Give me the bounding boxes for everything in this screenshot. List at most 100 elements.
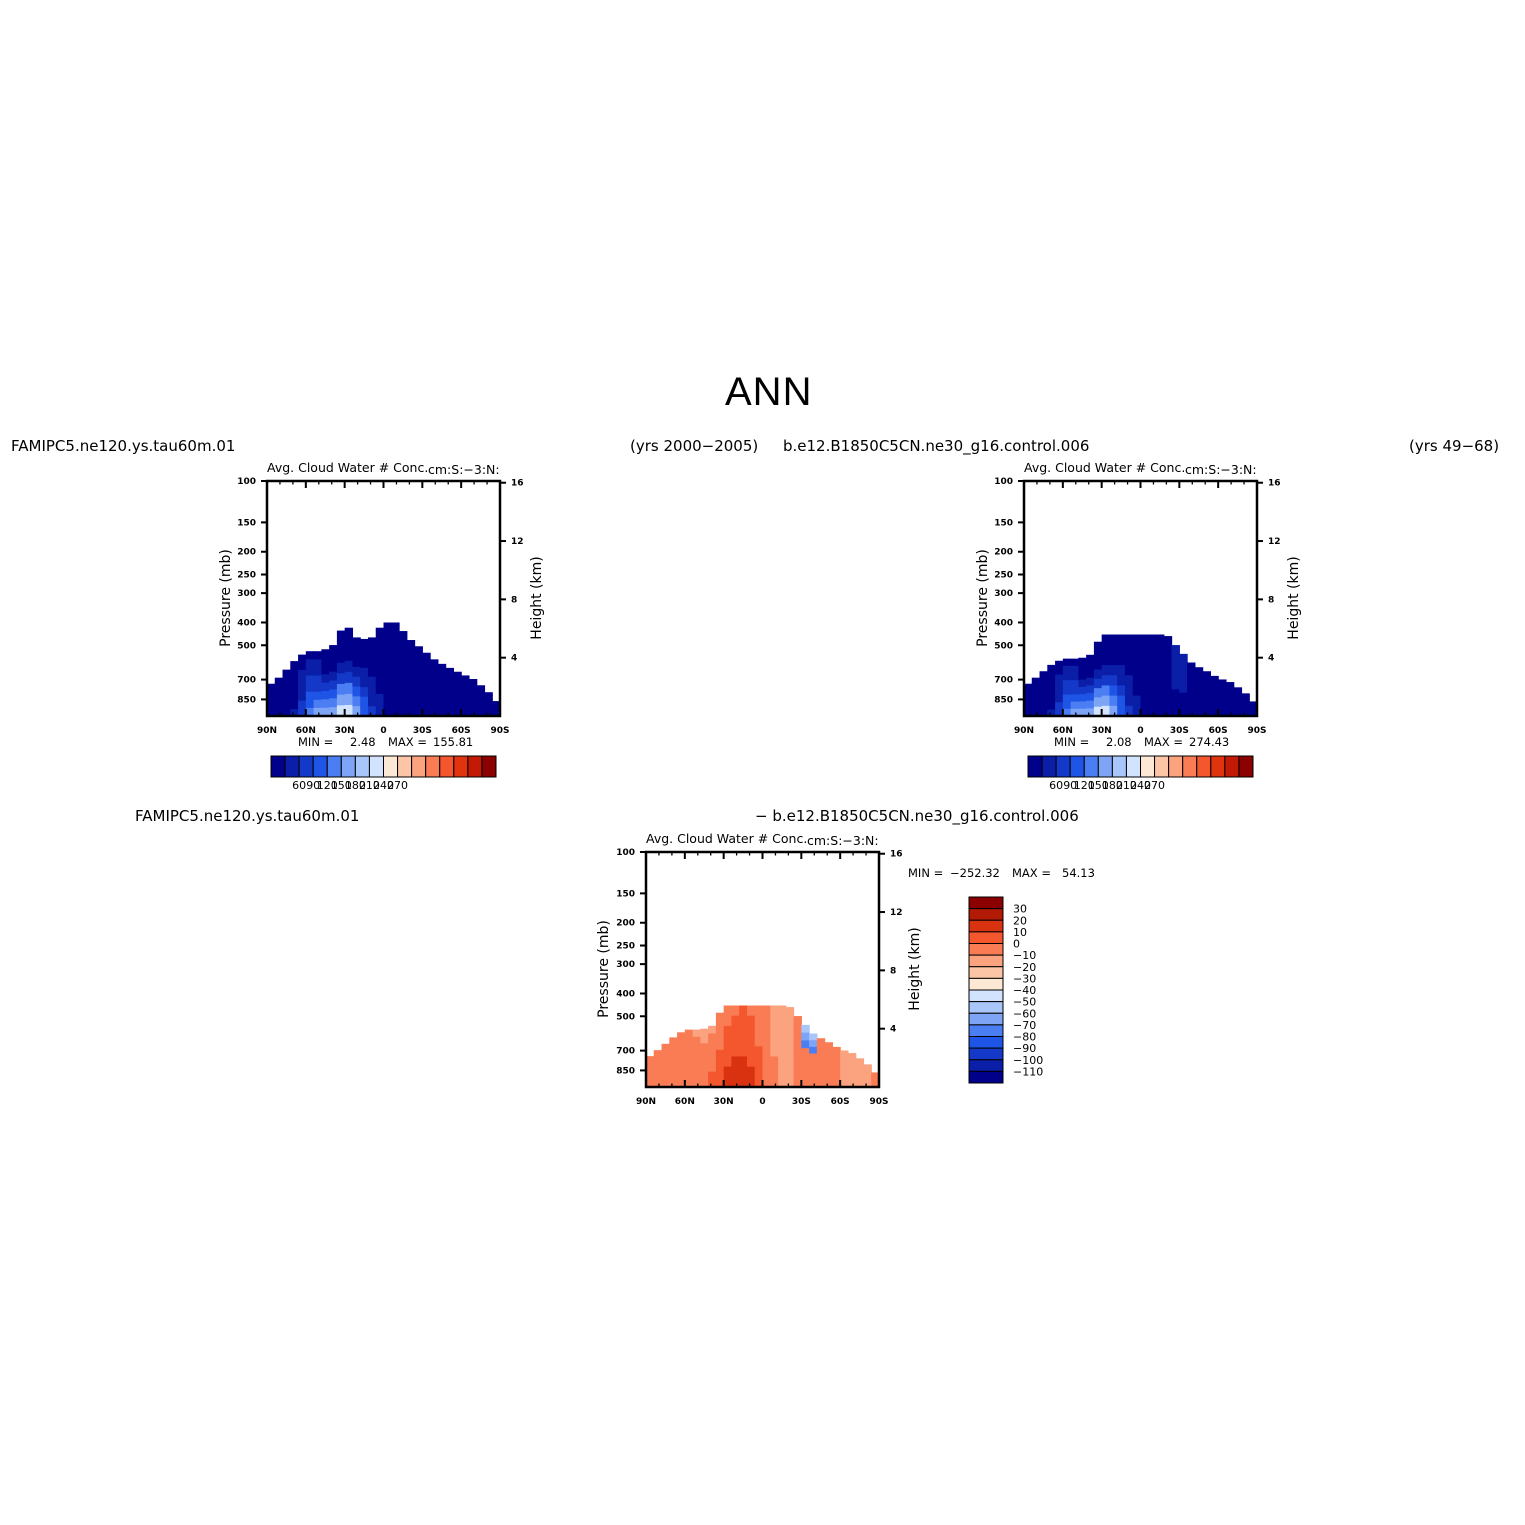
contour-cell (336, 662, 346, 674)
contour-cell (1249, 712, 1258, 715)
contour-cell (778, 1046, 787, 1058)
x-tick-label: 30S (792, 1097, 811, 1107)
contour-cell (661, 1081, 670, 1088)
contour-cell (1117, 654, 1126, 666)
panel-units: cm:S:−3:N: (1185, 462, 1257, 477)
contour-cell (476, 712, 486, 717)
contour-cell (305, 699, 315, 709)
colorbar-label: 270 (387, 779, 408, 792)
contour-cell (399, 631, 408, 643)
max-label: MAX = (388, 735, 427, 749)
contour-cell (669, 1043, 678, 1051)
contour-cell (646, 1056, 655, 1061)
contour-cell (684, 1043, 694, 1052)
contour-cell (282, 675, 291, 682)
colorbar-box (968, 896, 1004, 910)
contour-cell (739, 1025, 748, 1037)
contour-cell (669, 1049, 678, 1057)
panel-units: cm:S:−3:N: (428, 462, 500, 477)
y-tick-label: 250 (616, 942, 635, 952)
colorbar-label: −30 (1013, 972, 1036, 985)
contour-cell (445, 691, 454, 699)
contour-cell (445, 679, 454, 687)
contour-cell (406, 687, 416, 698)
contour-cell (484, 698, 493, 702)
contour-cell (375, 660, 385, 673)
contour-cell (661, 1043, 670, 1050)
contour-cell (847, 1057, 857, 1063)
contour-cell (406, 668, 416, 679)
contour-cell (677, 1059, 686, 1068)
contour-cell (329, 707, 338, 717)
colorbar-label: 150 (331, 779, 352, 792)
contour-cell (739, 1046, 748, 1058)
contour-cell (1148, 634, 1157, 646)
contour-cell (1179, 669, 1188, 678)
contour-cell (1101, 665, 1111, 676)
contour-cell (1101, 644, 1111, 656)
contour-cell (855, 1079, 865, 1085)
contour-cell (1101, 685, 1111, 697)
contour-cell (329, 645, 338, 655)
y-tick-label: 400 (616, 989, 635, 999)
contour-cell (383, 680, 392, 694)
contour-cell (1225, 682, 1235, 687)
x-tick-label: 30N (714, 1097, 734, 1107)
contour-cell (816, 1050, 826, 1058)
contour-cell (1202, 688, 1211, 695)
y-tick-label: 850 (237, 695, 256, 705)
contour-cell (754, 1025, 764, 1037)
contour-cell (1179, 684, 1188, 694)
contour-cell (653, 1059, 663, 1065)
contour-cell (1233, 690, 1243, 696)
contour-cell (661, 1049, 670, 1056)
contour-cell (1241, 699, 1250, 703)
contour-cell (1039, 676, 1048, 684)
contour-cell (1031, 696, 1041, 703)
contour-cell (1039, 688, 1048, 695)
contour-cell (1218, 702, 1227, 708)
contour-cell (321, 657, 330, 667)
contour-cell (437, 683, 447, 691)
contour-cell (313, 699, 322, 709)
colorbar-label: −10 (1013, 949, 1036, 962)
contour-cell (1218, 693, 1227, 699)
contour-cell (313, 683, 322, 693)
contour-cell (445, 673, 454, 681)
contour-cell (406, 697, 416, 708)
contour-cell (1047, 696, 1056, 704)
contour-cell (770, 1015, 779, 1027)
colorbar-label: 90 (306, 779, 320, 792)
contour-cell (762, 1046, 771, 1058)
contour-cell (282, 698, 291, 706)
contour-cell (360, 658, 369, 669)
contour-cell (321, 707, 330, 717)
contour-cell (492, 701, 501, 704)
contour-cell (754, 1056, 764, 1068)
contour-cell (383, 657, 392, 670)
contour-cell (669, 1068, 678, 1076)
contour-cell (785, 1027, 795, 1038)
contour-cell (1101, 695, 1111, 707)
min-label: MIN = (1054, 735, 1090, 749)
x-tick-label: 90S (1247, 726, 1266, 736)
contour-cell (669, 1074, 678, 1082)
contour-cell (375, 638, 385, 651)
contour-cell (731, 1025, 740, 1037)
contour-cell (1093, 688, 1103, 699)
contour-cell (344, 638, 354, 651)
contour-cell (1179, 692, 1188, 702)
contour-cell (1055, 709, 1064, 717)
contour-cell (274, 711, 284, 717)
contour-cell (305, 675, 315, 685)
contour-cell (437, 676, 447, 685)
contour-cell (1062, 680, 1072, 688)
contour-cell (352, 647, 361, 658)
contour-cell (1233, 712, 1243, 717)
contour-cell (430, 687, 439, 696)
contour-cell (1109, 654, 1118, 666)
contour-cell (785, 1017, 795, 1028)
x-tick-label: 30N (1092, 726, 1112, 736)
panel-units: cm:S:−3:N: (807, 833, 879, 848)
contour-cell (1163, 706, 1173, 717)
